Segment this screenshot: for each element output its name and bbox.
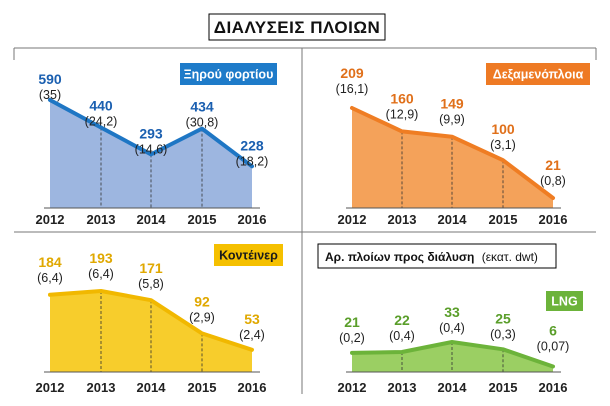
- year-tick-label: 2012: [338, 212, 367, 227]
- value-label: 209: [340, 65, 364, 81]
- value-label: 184: [38, 254, 62, 270]
- year-tick-label: 2014: [438, 380, 468, 395]
- dwt-label: (0,4): [389, 329, 415, 343]
- dwt-label: (18,2): [236, 154, 269, 168]
- dwt-label: (2,9): [189, 310, 215, 324]
- value-label: 6: [549, 323, 557, 339]
- note-text: Αρ. πλοίων προς διάλυση (εκατ. dwt): [325, 250, 538, 264]
- value-label: 21: [344, 314, 360, 330]
- year-tick-label: 2013: [388, 380, 417, 395]
- dwt-label: (30,8): [186, 116, 219, 130]
- dwt-label: (6,4): [88, 267, 114, 281]
- dwt-label: (5,8): [138, 277, 164, 291]
- dwt-label: (0,07): [537, 340, 570, 354]
- value-label: 92: [194, 293, 210, 309]
- value-label: 228: [240, 137, 264, 153]
- value-label: 100: [491, 121, 515, 137]
- dwt-label: (0,2): [339, 331, 365, 345]
- dwt-label: (0,8): [540, 174, 566, 188]
- page-title: ΔΙΑΛΥΣΕΙΣ ΠΛΟΙΩΝ: [214, 18, 381, 37]
- title-box: [208, 13, 386, 41]
- legend-label: Κοντέινερ: [219, 249, 278, 263]
- chart-dry-bulk: 590(35) 2012 440(24,2) 2013 293(14,6) 2014 434…: [36, 63, 277, 227]
- dwt-label: (35): [39, 88, 61, 102]
- legend-label: Δεξαμενόπλοια: [493, 68, 584, 82]
- note-main: Αρ. πλοίων προς διάλυση: [325, 250, 474, 264]
- year-tick-label: 2014: [137, 212, 167, 227]
- value-label: 53: [244, 311, 260, 327]
- legend-badge: [180, 63, 277, 85]
- value-label: 22: [394, 312, 410, 328]
- dwt-label: (14,6): [135, 142, 168, 156]
- legend-badge: [486, 63, 590, 85]
- year-tick-label: 2016: [539, 212, 568, 227]
- legend-label: LNG: [551, 295, 577, 309]
- value-label: 193: [89, 250, 113, 266]
- dwt-label: (16,1): [336, 82, 369, 96]
- dwt-label: (0,3): [490, 327, 516, 341]
- note-box: [317, 243, 557, 269]
- year-tick-label: 2015: [489, 212, 518, 227]
- note-unit: (εκατ. dwt): [482, 250, 538, 264]
- value-label: 25: [495, 310, 511, 326]
- dwt-label: (3,1): [490, 138, 516, 152]
- dwt-label: (12,9): [386, 107, 419, 121]
- dwt-label: (6,4): [37, 271, 63, 285]
- year-tick-label: 2016: [539, 380, 568, 395]
- value-label: 590: [38, 71, 62, 87]
- value-label: 171: [139, 260, 163, 276]
- year-tick-label: 2015: [188, 212, 217, 227]
- chart-containers: 184(6,4)2012193(6,4)2013171(5,8)201492(2…: [36, 244, 283, 395]
- dwt-label: (9,9): [439, 113, 465, 127]
- year-tick-label: 2013: [388, 212, 417, 227]
- year-tick-label: 2016: [238, 380, 267, 395]
- legend-badge: [546, 291, 583, 311]
- year-tick-label: 2012: [36, 380, 65, 395]
- year-tick-label: 2013: [87, 380, 116, 395]
- year-tick-label: 2014: [438, 212, 468, 227]
- value-label: 440: [89, 98, 113, 114]
- chart-tankers: 209(16,1) 2012 160(12,9) 2013 149(9,9) 2014 10…: [336, 63, 590, 227]
- year-tick-label: 2015: [188, 380, 217, 395]
- year-tick-label: 2014: [137, 380, 167, 395]
- dwt-label: (0,4): [439, 321, 465, 335]
- year-tick-label: 2016: [238, 212, 267, 227]
- year-tick-label: 2012: [36, 212, 65, 227]
- legend-label: Ξηρού φορτίου: [184, 68, 274, 82]
- value-label: 149: [440, 96, 464, 112]
- area-fill: [50, 100, 252, 208]
- year-tick-label: 2012: [338, 380, 367, 395]
- value-label: 21: [545, 157, 561, 173]
- year-tick-label: 2013: [87, 212, 116, 227]
- year-tick-label: 2015: [489, 380, 518, 395]
- legend-badge: [214, 244, 283, 266]
- value-label: 160: [390, 90, 414, 106]
- value-label: 293: [139, 125, 163, 141]
- dwt-label: (2,4): [239, 328, 265, 342]
- value-label: 434: [190, 99, 214, 115]
- value-label: 33: [444, 304, 460, 320]
- chart-lng: 21(0,2)201222(0,4)201333(0,4)201425(0,3)…: [338, 291, 583, 395]
- dwt-label: (24,2): [85, 115, 118, 129]
